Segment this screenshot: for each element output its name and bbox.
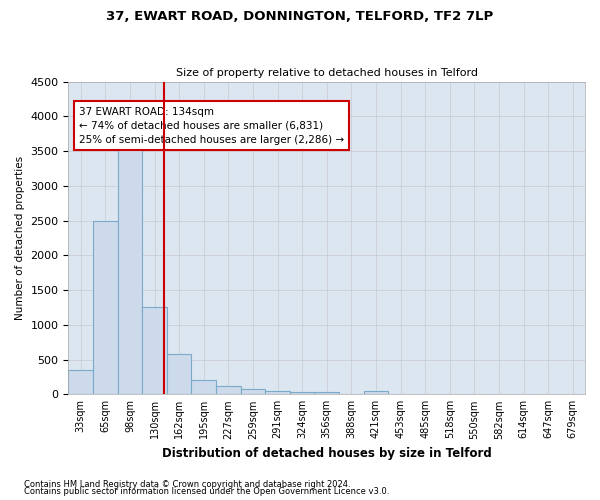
Bar [216, 386, 241, 394]
Text: 37, EWART ROAD, DONNINGTON, TELFORD, TF2 7LP: 37, EWART ROAD, DONNINGTON, TELFORD, TF2… [106, 10, 494, 23]
Y-axis label: Number of detached properties: Number of detached properties [15, 156, 25, 320]
X-axis label: Distribution of detached houses by size in Telford: Distribution of detached houses by size … [162, 447, 491, 460]
Bar [93, 220, 118, 394]
Text: 37 EWART ROAD: 134sqm
← 74% of detached houses are smaller (6,831)
25% of semi-d: 37 EWART ROAD: 134sqm ← 74% of detached … [79, 106, 344, 144]
Bar [241, 390, 265, 394]
Bar [191, 380, 216, 394]
Bar [290, 392, 314, 394]
Text: Contains public sector information licensed under the Open Government Licence v3: Contains public sector information licen… [24, 487, 389, 496]
Bar [364, 391, 388, 394]
Bar [314, 392, 339, 394]
Title: Size of property relative to detached houses in Telford: Size of property relative to detached ho… [176, 68, 478, 78]
Bar [142, 308, 167, 394]
Bar [118, 130, 142, 394]
Text: Contains HM Land Registry data © Crown copyright and database right 2024.: Contains HM Land Registry data © Crown c… [24, 480, 350, 489]
Bar [265, 391, 290, 394]
Bar [68, 370, 93, 394]
Bar [167, 354, 191, 395]
